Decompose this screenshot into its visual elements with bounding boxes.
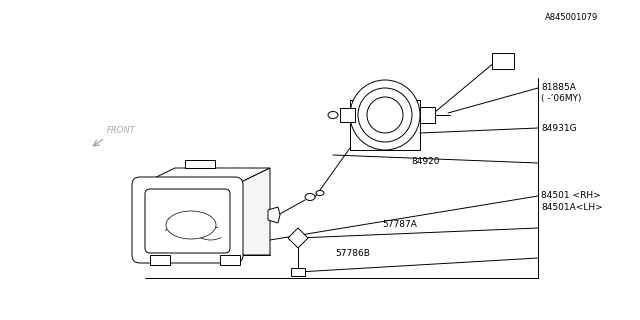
Polygon shape (220, 255, 240, 265)
Text: ( -’06MY): ( -’06MY) (541, 93, 582, 102)
Bar (291, 268, 305, 276)
Polygon shape (140, 168, 270, 185)
Polygon shape (340, 108, 355, 122)
Text: 84501 <RH>: 84501 <RH> (541, 190, 601, 199)
Ellipse shape (305, 194, 315, 201)
Text: 84931G: 84931G (541, 124, 577, 132)
Polygon shape (288, 228, 308, 248)
Polygon shape (185, 160, 215, 168)
Ellipse shape (316, 190, 324, 196)
Circle shape (350, 80, 420, 150)
Text: 57787A: 57787A (382, 220, 417, 228)
Polygon shape (150, 255, 170, 265)
Bar (492, 53, 514, 69)
Ellipse shape (328, 111, 338, 118)
Text: A845001079: A845001079 (545, 13, 598, 22)
Text: 81885A: 81885A (541, 83, 576, 92)
Text: 57786B: 57786B (335, 250, 370, 259)
Circle shape (367, 97, 403, 133)
FancyBboxPatch shape (132, 177, 243, 263)
FancyBboxPatch shape (145, 189, 230, 253)
Circle shape (358, 88, 412, 142)
Polygon shape (268, 207, 280, 223)
Text: FRONT: FRONT (107, 126, 136, 135)
Polygon shape (235, 168, 270, 255)
Text: 84501A<LH>: 84501A<LH> (541, 203, 603, 212)
Text: 84920: 84920 (411, 156, 440, 165)
Bar (350, 100, 420, 150)
Polygon shape (420, 107, 435, 123)
Ellipse shape (166, 211, 216, 239)
